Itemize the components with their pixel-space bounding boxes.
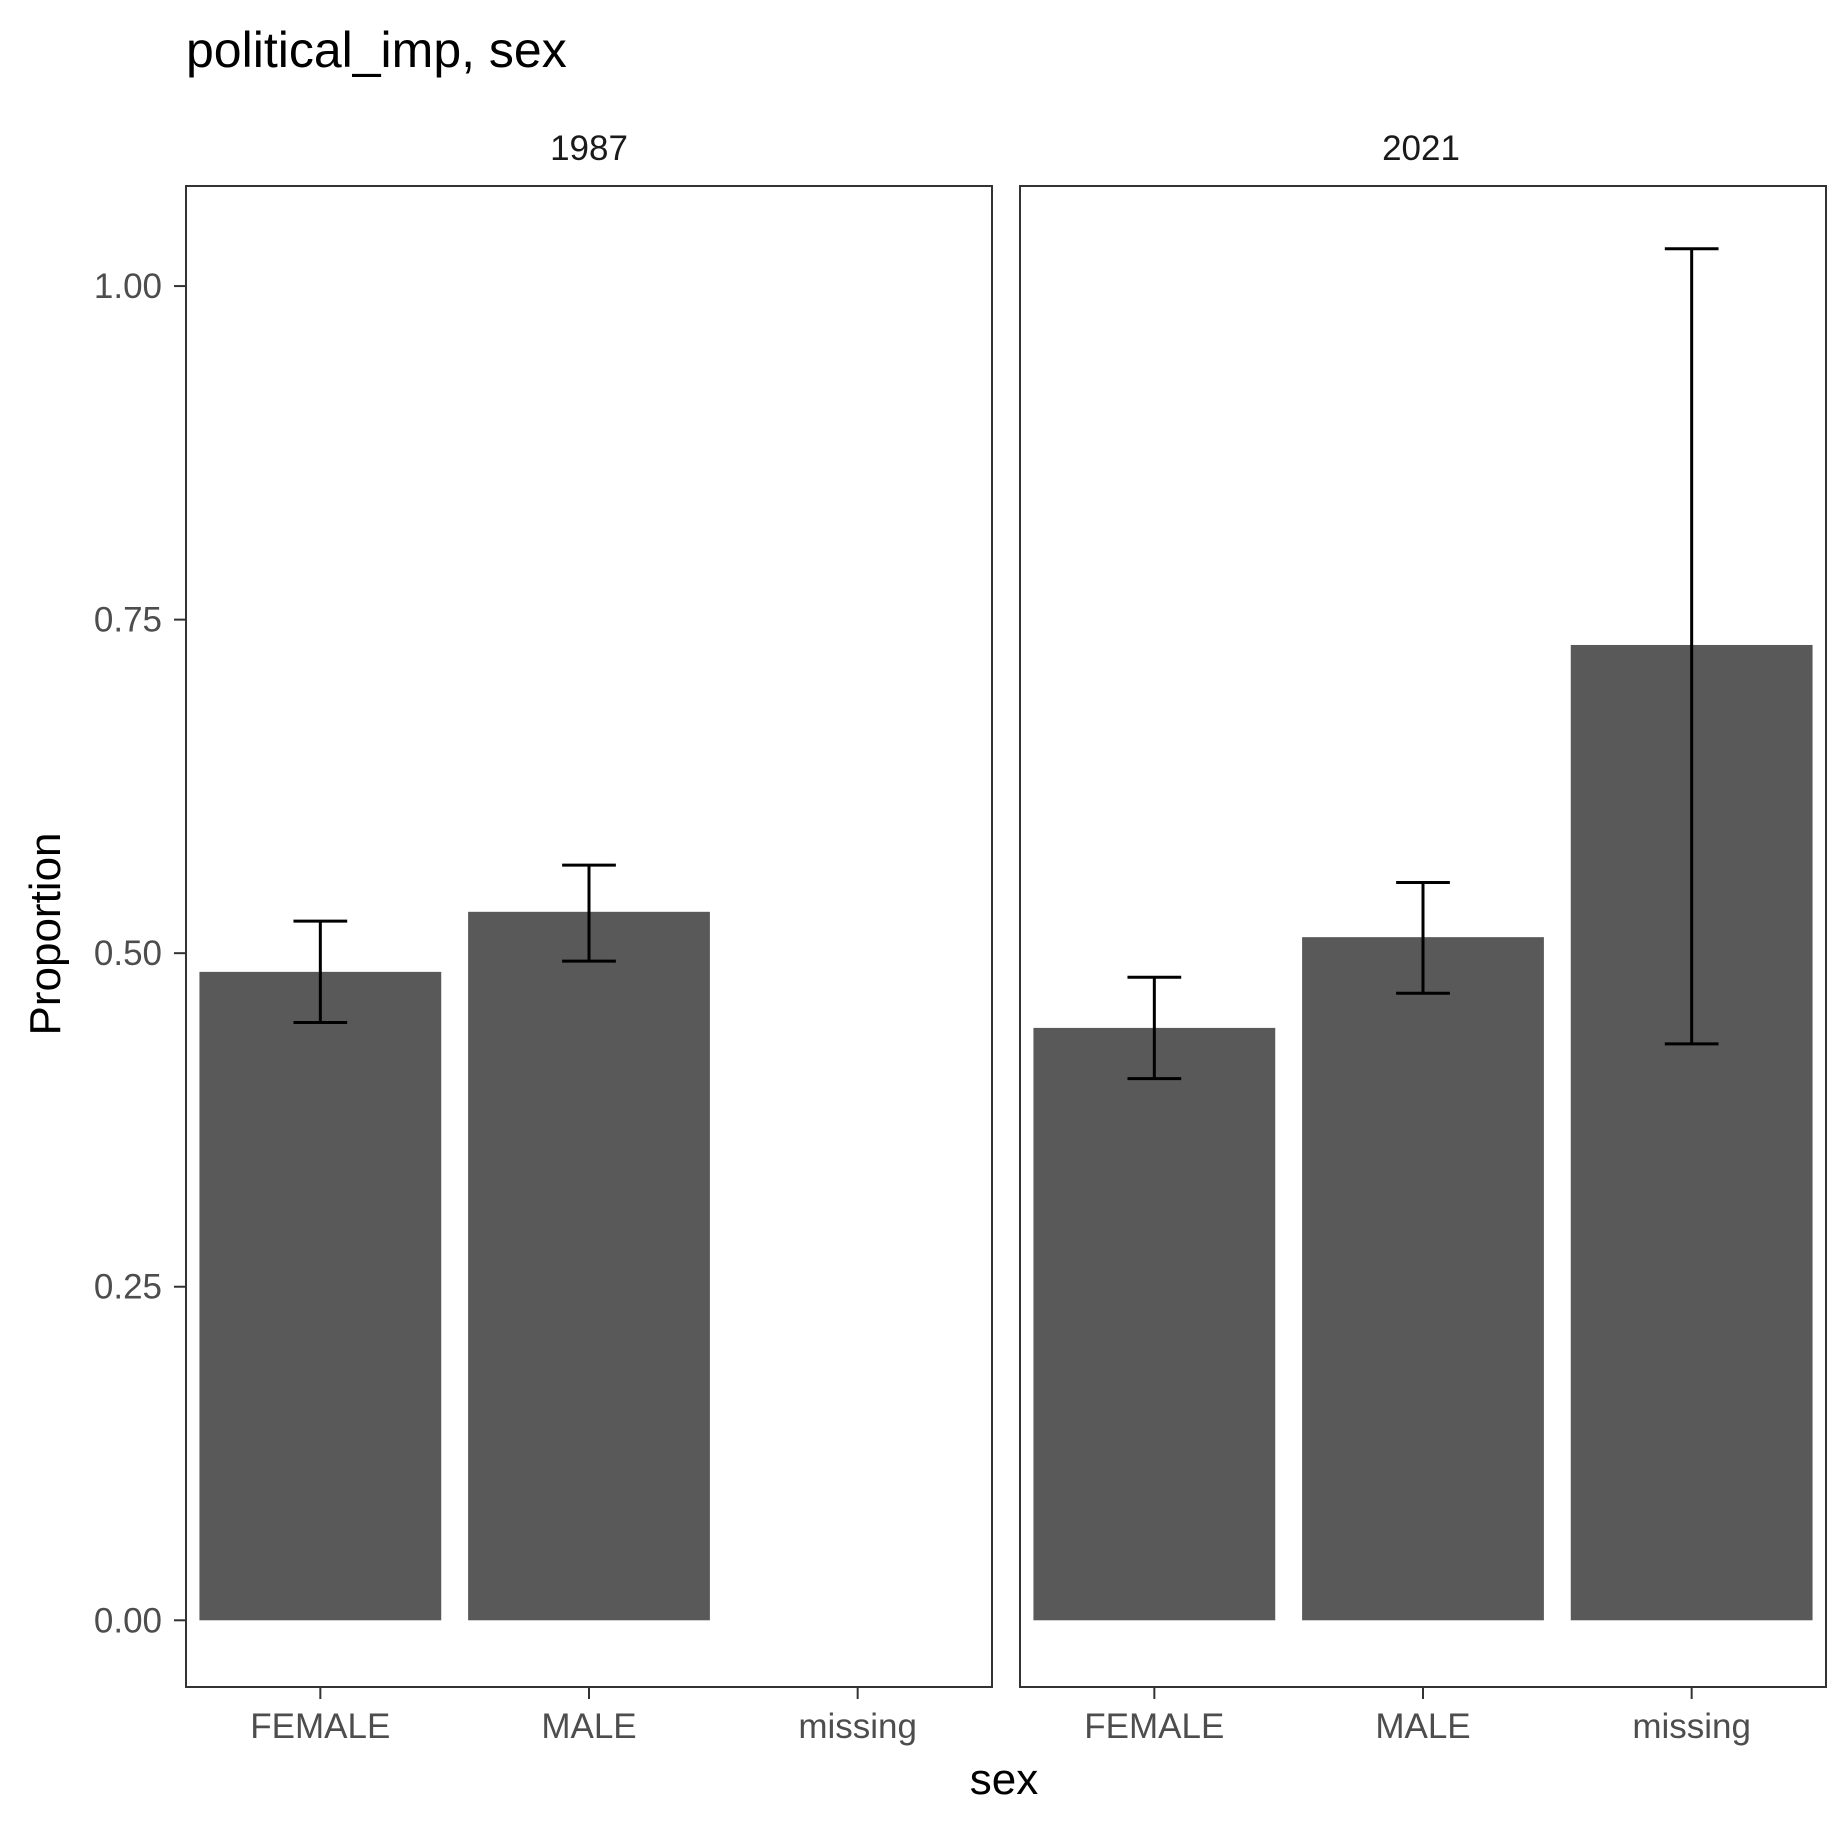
y-tick-label: 0.75 [94,601,162,640]
bar-2021-female [1033,1027,1276,1621]
x-tick-label-female: FEMALE [250,1707,390,1746]
bar-1987-female [199,971,442,1621]
bar-2021-male [1302,937,1544,1621]
y-tick-label: 0.50 [94,934,162,973]
error-bar-2021-male [1396,880,1450,995]
facet-strip-label-1987: 1987 [550,129,628,168]
x-tick-label-male: MALE [1375,1707,1470,1746]
x-tick-label-missing: missing [1632,1707,1751,1746]
bar-1987-male [468,911,710,1621]
error-bar-1987-female [293,919,348,1025]
y-axis-title: Proportion [21,832,70,1035]
facet-strip-label-2021: 2021 [1382,129,1460,168]
y-tick-label: 1.00 [94,267,162,306]
facet-panel-2021: FEMALE MALE missing [1019,185,1827,1746]
x-tick-label-female: FEMALE [1084,1707,1224,1746]
y-tick-label: 0.25 [94,1268,162,1307]
x-tick-label-missing: missing [798,1707,917,1746]
error-bar-2021-female [1127,975,1182,1081]
y-axis: 0.00 0.25 0.50 0.75 1.00 [94,267,186,1640]
x-axis-title: sex [970,1755,1038,1804]
error-bar-1987-male [562,863,616,963]
x-tick-label-male: MALE [541,1707,636,1746]
facet-panel-1987: FEMALE MALE missing [185,185,993,1746]
chart-title: political_imp, sex [186,22,567,78]
error-bar-2021-missing [1664,247,1719,1046]
y-tick-label: 0.00 [94,1601,162,1640]
